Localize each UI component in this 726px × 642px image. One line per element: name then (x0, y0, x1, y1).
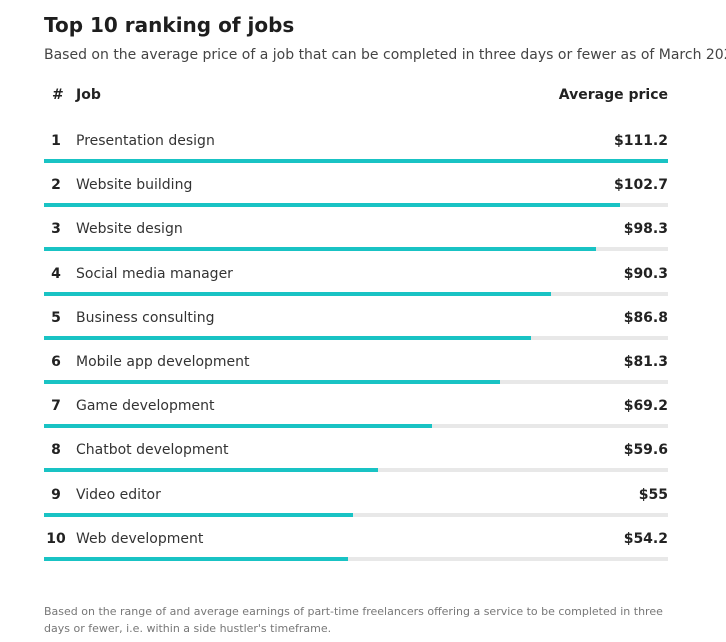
rank-number: 3 (51, 221, 61, 238)
bar (44, 468, 379, 473)
bar-track (44, 247, 668, 252)
job-label: Web development (76, 530, 204, 547)
bar (44, 379, 501, 384)
rank-number: 9 (51, 486, 61, 503)
rank-number: 10 (46, 530, 66, 547)
job-label: Mobile app development (76, 353, 250, 370)
job-label: Business consulting (76, 309, 215, 326)
bar (44, 291, 551, 296)
ranking-list: 1 Presentation design $111.2 2 Website build… (44, 120, 668, 562)
job-label: Social media manager (76, 265, 233, 282)
bar-track (44, 335, 668, 340)
chart-title: Top 10 ranking of jobs (44, 13, 295, 37)
table-row: 1 Presentation design $111.2 (44, 120, 668, 164)
table-row: 7 Game development $69.2 (44, 385, 668, 429)
bar-track (44, 291, 668, 296)
bar (44, 424, 433, 429)
price-label: $98.3 (623, 221, 668, 238)
rank-number: 8 (51, 442, 61, 459)
bar-track (44, 159, 668, 163)
job-label: Website design (76, 221, 183, 238)
rank-number: 4 (51, 265, 61, 282)
job-label: Video editor (76, 486, 161, 503)
bar (44, 556, 349, 561)
rank-column-header: # (52, 87, 64, 103)
rank-number: 7 (51, 398, 61, 415)
price-label: $54.2 (623, 530, 668, 547)
price-label: $81.3 (623, 353, 668, 370)
job-column-header: Job (76, 87, 101, 103)
bar-track (44, 203, 668, 208)
rank-number: 1 (51, 133, 61, 149)
bar (44, 159, 668, 163)
price-label: $111.2 (613, 133, 668, 149)
job-label: Chatbot development (76, 442, 229, 459)
bar-track (44, 468, 668, 473)
table-row: 2 Website building $102.7 (44, 164, 668, 208)
bar-track (44, 556, 668, 561)
table-row: 3 Website design $98.3 (44, 208, 668, 252)
table-header: # Job Average price (44, 87, 668, 107)
bar (44, 247, 596, 252)
footnote: Based on the range of and average earnin… (44, 605, 663, 635)
table-row: 9 Video editor $55 (44, 474, 668, 518)
price-label: $59.6 (623, 442, 668, 459)
table-row: 8 Chatbot development $59.6 (44, 429, 668, 473)
bar-track (44, 379, 668, 384)
bar-track (44, 424, 668, 429)
rank-number: 2 (51, 177, 61, 194)
rank-number: 5 (51, 309, 61, 326)
price-label: $55 (638, 486, 668, 503)
job-label: Game development (76, 398, 215, 415)
price-label: $69.2 (623, 398, 668, 415)
rank-number: 6 (51, 353, 61, 370)
table-row: 6 Mobile app development $81.3 (44, 341, 668, 385)
price-label: $102.7 (613, 177, 668, 194)
bar (44, 335, 532, 340)
table-row: 4 Social media manager $90.3 (44, 253, 668, 297)
bar-track (44, 512, 668, 517)
price-column-header: Average price (558, 87, 668, 103)
bar (44, 203, 621, 208)
price-label: $90.3 (623, 265, 668, 282)
chart-subtitle: Based on the average price of a job that… (44, 47, 726, 63)
job-label: Presentation design (76, 133, 215, 149)
table-row: 10 Web development $54.2 (44, 518, 668, 562)
job-label: Website building (76, 177, 193, 194)
price-label: $86.8 (623, 309, 668, 326)
table-row: 5 Business consulting $86.8 (44, 297, 668, 341)
bar (44, 512, 353, 517)
